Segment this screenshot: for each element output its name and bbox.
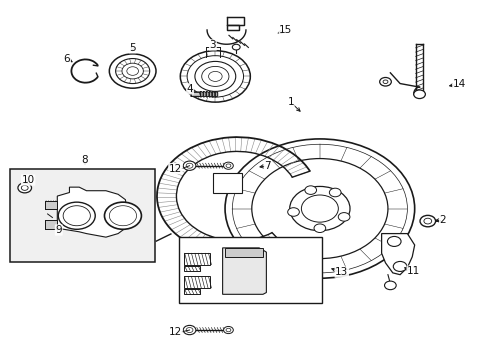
Polygon shape (215, 91, 217, 97)
Circle shape (180, 51, 250, 102)
Polygon shape (226, 24, 238, 30)
Circle shape (109, 206, 136, 226)
Circle shape (208, 71, 222, 81)
Text: 13: 13 (334, 267, 347, 277)
Text: 3: 3 (209, 40, 216, 50)
Circle shape (116, 59, 149, 84)
Circle shape (183, 161, 196, 170)
Polygon shape (57, 187, 127, 237)
Circle shape (186, 163, 193, 168)
Bar (179, 237, 322, 303)
Circle shape (126, 67, 138, 75)
Text: 11: 11 (406, 266, 420, 276)
Text: 8: 8 (81, 156, 88, 165)
Polygon shape (183, 266, 200, 271)
Polygon shape (224, 248, 263, 257)
Polygon shape (203, 91, 205, 97)
Circle shape (287, 208, 299, 216)
Text: 5: 5 (129, 43, 136, 53)
Circle shape (224, 139, 414, 278)
Polygon shape (381, 234, 414, 275)
Text: 2: 2 (439, 215, 445, 225)
Circle shape (183, 325, 196, 335)
Circle shape (232, 44, 240, 50)
Circle shape (313, 224, 325, 233)
Polygon shape (45, 201, 57, 209)
Polygon shape (222, 248, 266, 294)
Polygon shape (45, 220, 57, 229)
Text: 1: 1 (287, 97, 293, 107)
Text: 9: 9 (55, 225, 62, 235)
Polygon shape (209, 91, 211, 97)
Polygon shape (206, 91, 208, 97)
Text: 14: 14 (452, 79, 465, 89)
Circle shape (195, 62, 235, 91)
Circle shape (379, 77, 390, 86)
Circle shape (223, 162, 233, 169)
Circle shape (63, 206, 90, 226)
Circle shape (223, 327, 233, 334)
Text: 12: 12 (168, 163, 182, 174)
Circle shape (109, 54, 156, 88)
Circle shape (304, 186, 316, 194)
Circle shape (386, 237, 400, 247)
Circle shape (225, 328, 230, 332)
Circle shape (301, 195, 338, 222)
Text: 12: 12 (168, 327, 182, 337)
Text: 4: 4 (186, 84, 193, 94)
Polygon shape (191, 92, 201, 96)
Text: 10: 10 (21, 175, 35, 185)
Polygon shape (226, 18, 243, 24)
Polygon shape (183, 276, 210, 288)
Circle shape (186, 328, 193, 333)
Circle shape (122, 63, 143, 79)
Text: 15: 15 (279, 25, 292, 35)
Circle shape (419, 215, 435, 227)
Circle shape (392, 261, 406, 271)
Bar (10, 169, 155, 262)
Circle shape (329, 188, 340, 197)
Circle shape (251, 158, 387, 258)
Circle shape (338, 213, 349, 221)
Circle shape (58, 202, 95, 229)
Circle shape (413, 90, 425, 99)
Circle shape (18, 183, 31, 193)
Circle shape (104, 202, 141, 229)
Circle shape (21, 185, 28, 190)
Polygon shape (183, 289, 200, 294)
Circle shape (382, 80, 387, 84)
Polygon shape (212, 91, 214, 97)
Circle shape (201, 66, 228, 86)
Polygon shape (183, 253, 210, 265)
Text: 6: 6 (63, 54, 70, 64)
Polygon shape (201, 91, 203, 97)
Circle shape (423, 218, 431, 224)
Text: 7: 7 (264, 161, 271, 171)
Circle shape (225, 164, 230, 167)
Circle shape (187, 56, 243, 97)
Circle shape (232, 144, 407, 273)
Bar (212, 173, 242, 193)
Circle shape (289, 186, 349, 231)
Circle shape (384, 281, 395, 290)
